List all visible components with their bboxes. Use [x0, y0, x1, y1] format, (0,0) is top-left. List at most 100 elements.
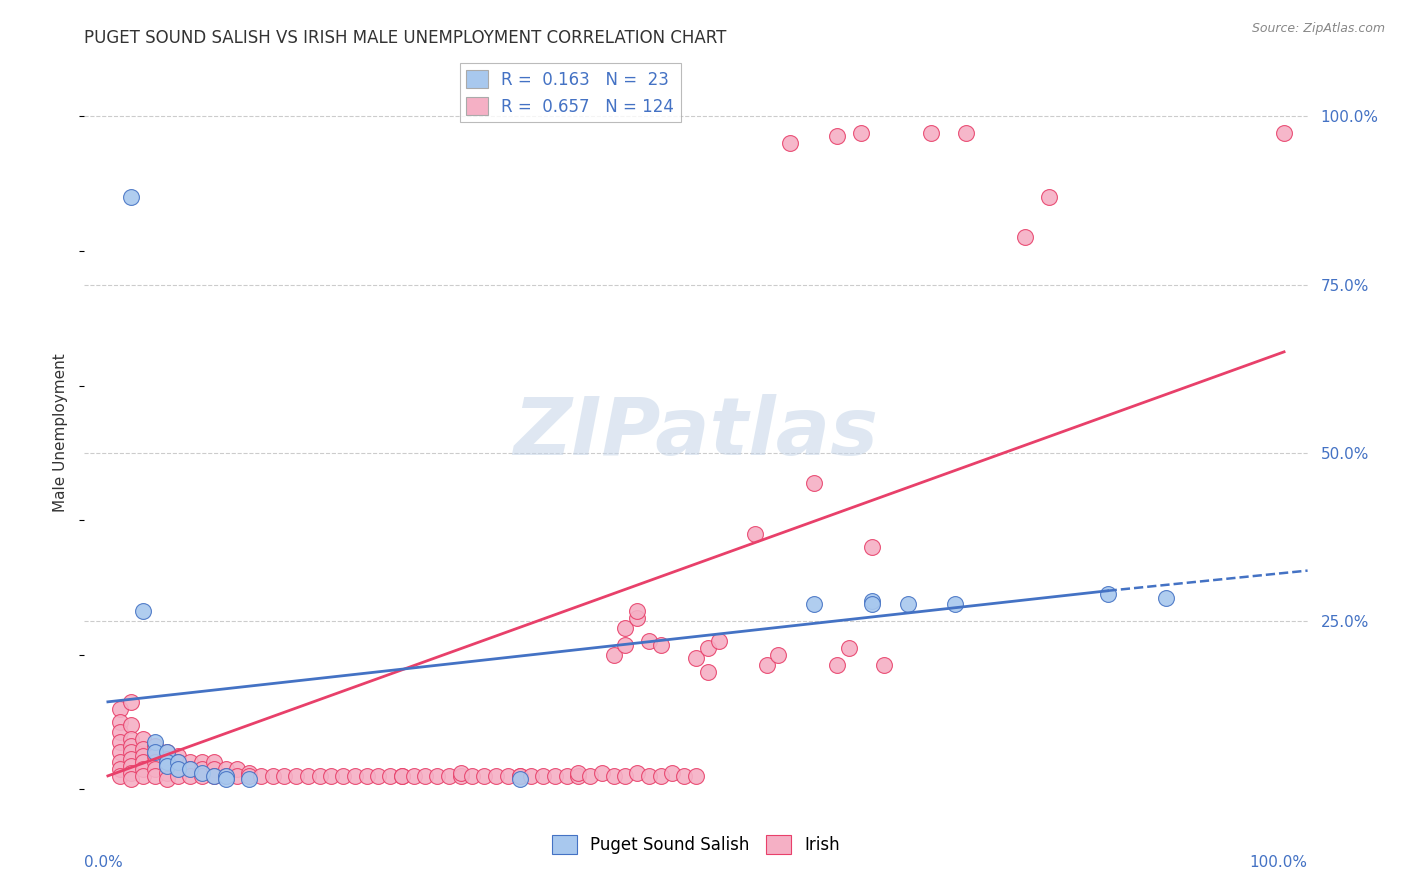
Point: [437, 769, 460, 783]
Point: [167, 756, 190, 770]
Point: [120, 758, 142, 772]
Point: [685, 651, 707, 665]
Point: [614, 638, 637, 652]
Point: [509, 769, 531, 783]
Point: [650, 769, 672, 783]
Point: [108, 756, 131, 770]
Point: [860, 540, 883, 554]
Point: [108, 701, 131, 715]
Point: [156, 745, 179, 759]
Point: [202, 756, 225, 770]
Point: [567, 765, 589, 780]
Point: [156, 745, 179, 759]
Point: [249, 769, 271, 783]
Point: [120, 765, 142, 780]
Point: [638, 634, 661, 648]
Point: [285, 769, 308, 783]
Point: [143, 769, 166, 783]
Point: [108, 725, 131, 739]
Point: [591, 765, 613, 780]
Point: [132, 742, 155, 756]
Point: [179, 769, 201, 783]
Point: [156, 756, 179, 770]
Point: [860, 594, 883, 608]
Point: [509, 772, 531, 787]
Point: [120, 745, 142, 759]
Point: [626, 765, 648, 780]
Point: [544, 769, 567, 783]
Point: [308, 769, 330, 783]
Point: [1038, 190, 1060, 204]
Point: [496, 769, 519, 783]
Point: [673, 769, 696, 783]
Point: [415, 769, 437, 783]
Point: [860, 597, 883, 611]
Point: [472, 769, 495, 783]
Point: [108, 769, 131, 783]
Point: [696, 640, 718, 655]
Point: [191, 765, 214, 780]
Y-axis label: Male Unemployment: Male Unemployment: [53, 353, 69, 512]
Point: [638, 769, 661, 783]
Point: [202, 762, 225, 776]
Point: [143, 745, 166, 759]
Point: [661, 765, 683, 780]
Point: [238, 769, 260, 783]
Point: [143, 762, 166, 776]
Point: [238, 765, 260, 780]
Point: [779, 136, 801, 151]
Point: [132, 762, 155, 776]
Point: [214, 762, 236, 776]
Point: [650, 638, 672, 652]
Point: [120, 190, 142, 204]
Point: [262, 769, 284, 783]
Point: [214, 769, 236, 783]
Point: [450, 765, 472, 780]
Point: [1156, 591, 1178, 605]
Point: [555, 769, 578, 783]
Point: [426, 769, 449, 783]
Point: [120, 731, 142, 746]
Point: [402, 769, 425, 783]
Point: [825, 129, 848, 144]
Point: [238, 772, 260, 787]
Point: [744, 526, 766, 541]
Point: [120, 695, 142, 709]
Point: [1014, 230, 1036, 244]
Point: [955, 126, 977, 140]
Point: [156, 758, 179, 772]
Point: [450, 769, 472, 783]
Point: [191, 762, 214, 776]
Point: [167, 762, 190, 776]
Point: [567, 769, 589, 783]
Point: [755, 657, 778, 672]
Point: [696, 665, 718, 679]
Point: [709, 634, 731, 648]
Point: [156, 758, 179, 772]
Point: [191, 756, 214, 770]
Point: [332, 769, 354, 783]
Point: [143, 735, 166, 749]
Point: [485, 769, 508, 783]
Point: [297, 769, 319, 783]
Point: [167, 756, 190, 770]
Point: [156, 765, 179, 780]
Point: [873, 657, 896, 672]
Point: [226, 762, 249, 776]
Point: [520, 769, 543, 783]
Point: [531, 769, 554, 783]
Point: [391, 769, 413, 783]
Point: [602, 769, 624, 783]
Legend: R =  0.163   N =  23, R =  0.657   N = 124: R = 0.163 N = 23, R = 0.657 N = 124: [460, 63, 681, 122]
Point: [685, 769, 707, 783]
Point: [273, 769, 295, 783]
Point: [614, 621, 637, 635]
Point: [803, 476, 825, 491]
Point: [214, 772, 236, 787]
Point: [803, 597, 825, 611]
Point: [120, 772, 142, 787]
Point: [321, 769, 343, 783]
Text: Source: ZipAtlas.com: Source: ZipAtlas.com: [1251, 22, 1385, 36]
Point: [849, 126, 872, 140]
Point: [343, 769, 366, 783]
